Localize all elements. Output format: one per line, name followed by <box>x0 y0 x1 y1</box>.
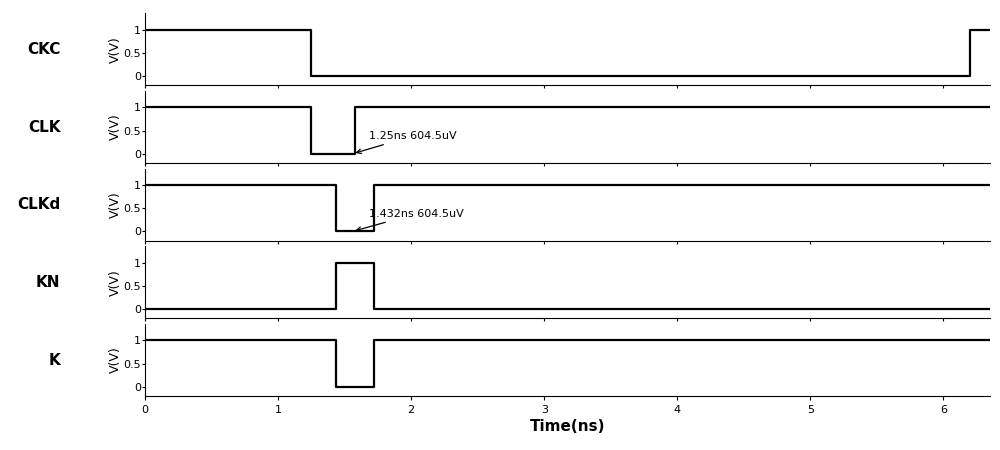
Text: CLK: CLK <box>28 120 60 135</box>
Text: CLKd: CLKd <box>17 197 60 212</box>
Text: CKC: CKC <box>27 42 60 57</box>
Y-axis label: V(V): V(V) <box>109 346 122 374</box>
X-axis label: Time(ns): Time(ns) <box>530 419 605 434</box>
Text: 1.25ns 604.5uV: 1.25ns 604.5uV <box>357 131 456 153</box>
Y-axis label: V(V): V(V) <box>109 269 122 296</box>
Text: 1.432ns 604.5uV: 1.432ns 604.5uV <box>357 209 463 231</box>
Text: K: K <box>49 352 60 368</box>
Text: KN: KN <box>36 275 60 290</box>
Y-axis label: V(V): V(V) <box>109 36 122 63</box>
Y-axis label: V(V): V(V) <box>109 114 122 140</box>
Y-axis label: V(V): V(V) <box>109 191 122 218</box>
